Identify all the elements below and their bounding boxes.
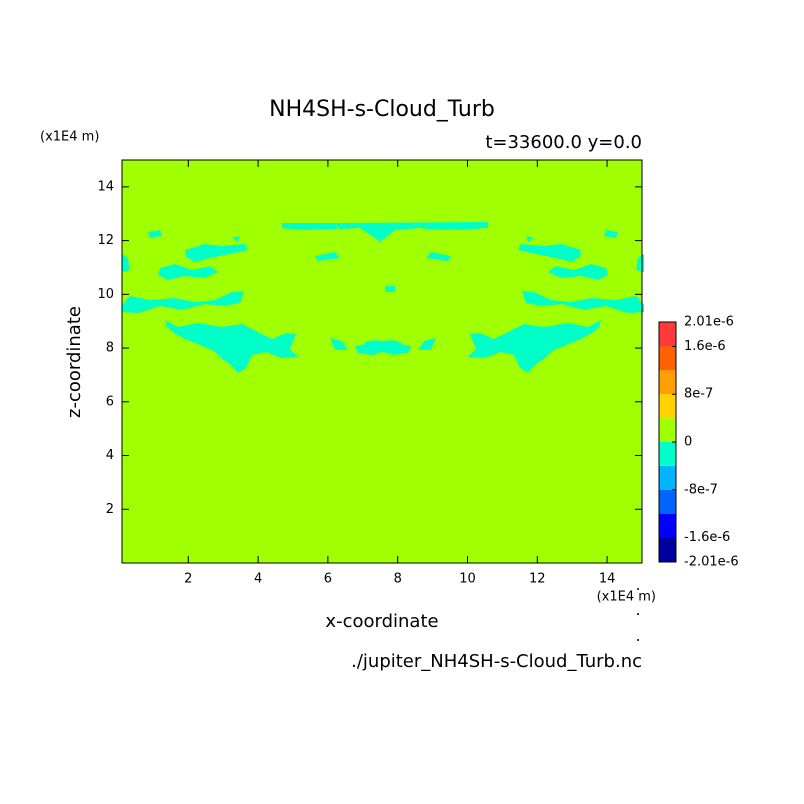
cloud-region [158,264,218,280]
cloud-region [385,286,395,292]
cloud-region [122,254,130,272]
y-tick-label: 12 [97,233,114,248]
cloud-region [148,230,162,238]
x-tick-label: 10 [459,572,476,587]
cloud-half [122,223,402,373]
colorbar-band [659,346,676,371]
chart-subtitle: t=33600.0 y=0.0 [485,132,642,153]
y-tick-label: 6 [106,394,114,409]
cloud-region [335,222,488,242]
plot-frame [121,159,643,564]
x-unit: (x1E4 m) [597,590,656,605]
x-tick-label: 4 [254,572,262,587]
x-axis-label: x-coordinate [325,611,438,632]
colorbar-tick-label: 0 [684,435,692,450]
cloud-region [165,320,298,373]
dot [637,639,639,641]
colorbar-band [659,465,676,490]
colorbar-tick-label: 1.6e-6 [684,339,726,354]
dot [637,613,639,615]
colorbar-band [659,442,676,466]
colorbar-band [659,489,676,514]
colorbar-tick-label: -1.6e-6 [684,530,730,545]
y-tick-label: 10 [97,287,114,302]
y-axis-label: z-coordinate [64,306,85,418]
x-tick-label: 6 [324,572,332,587]
colorbar-tick-label: -2.01e-6 [684,555,739,570]
cloud-region [282,223,338,230]
colorbar-tick-label: 2.01e-6 [684,315,734,330]
y-tick-label: 8 [106,341,114,356]
colorbar-tick-label: -8e-7 [684,482,718,497]
plot-area [122,160,642,563]
cloud-region [122,291,244,313]
x-tick-label: 2 [184,572,192,587]
cloud-regions [122,222,644,373]
dot [637,588,639,590]
y-tick-label: 4 [106,448,114,463]
colorbar-band [659,537,676,562]
cloud-region [232,236,240,242]
cloud-region [330,338,348,350]
colorbar-tick-label: 8e-7 [684,387,713,402]
chart-title: NH4SH-s-Cloud_Turb [269,97,495,122]
y-unit: (x1E4 m) [40,130,99,145]
x-tick-label: 14 [599,572,616,587]
x-tick-label: 12 [529,572,546,587]
x-tick-label: 8 [394,572,402,587]
colorbar-band [659,418,676,442]
colorbar-band [659,322,676,347]
colorbar-band [659,513,676,538]
y-tick-label: 14 [97,179,114,194]
cloud-region [185,244,248,262]
colorbar-band [659,370,676,395]
colorbar-band [659,394,676,419]
y-tick-label: 2 [106,502,114,517]
cloud-region [315,252,340,261]
source-label: ./jupiter_NH4SH-s-Cloud_Turb.nc [351,651,642,672]
